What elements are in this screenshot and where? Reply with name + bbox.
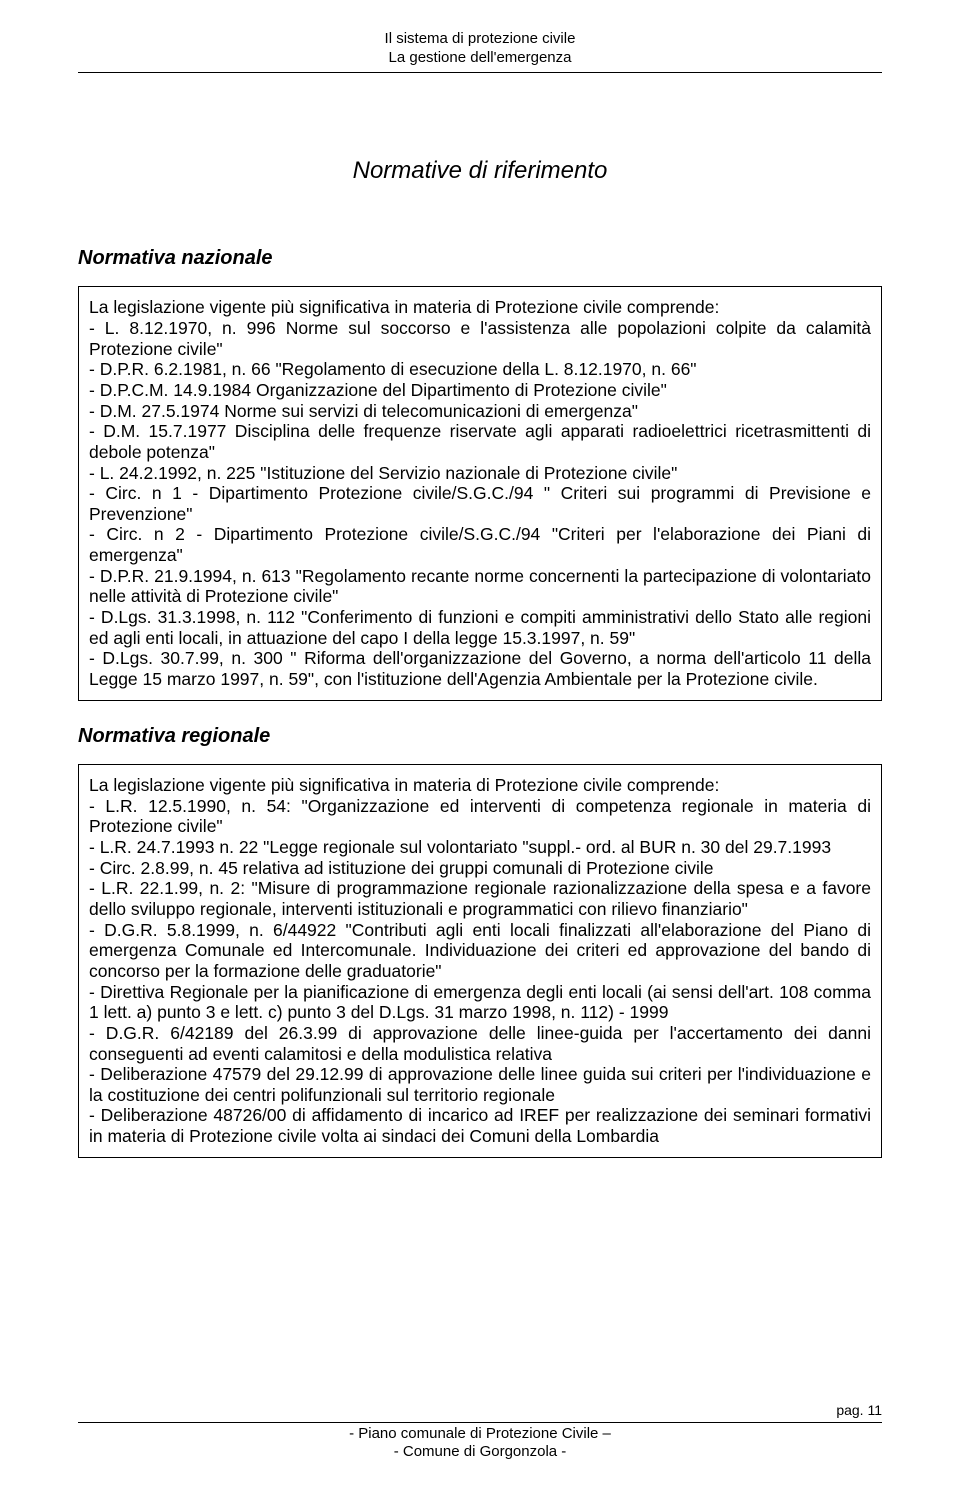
regional-item: - Deliberazione 47579 del 29.12.99 di ap… — [89, 1064, 871, 1105]
national-item: - D.M. 27.5.1974 Norme sui servizi di te… — [89, 401, 871, 422]
regional-intro: La legislazione vigente più significativ… — [89, 775, 871, 796]
page-footer: pag. 11 - Piano comunale di Protezione C… — [78, 1402, 882, 1462]
header-line-2: La gestione dell'emergenza — [78, 49, 882, 68]
national-item: - D.P.R. 21.9.1994, n. 613 "Regolamento … — [89, 566, 871, 607]
header-rule — [78, 72, 882, 73]
footer-rule — [78, 1422, 882, 1423]
footer-line-1: - Piano comunale di Protezione Civile – — [78, 1425, 882, 1444]
national-item: - Circ. n 2 - Dipartimento Protezione ci… — [89, 524, 871, 565]
header-line-1: Il sistema di protezione civile — [78, 30, 882, 49]
page-header: Il sistema di protezione civile La gesti… — [78, 30, 882, 68]
section-heading-national: Normativa nazionale — [78, 247, 882, 271]
regional-item: - Direttiva Regionale per la pianificazi… — [89, 982, 871, 1023]
national-law-box: La legislazione vigente più significativ… — [78, 286, 882, 700]
regional-item: - D.G.R. 6/42189 del 26.3.99 di approvaz… — [89, 1023, 871, 1064]
page-number: pag. 11 — [78, 1402, 882, 1419]
national-intro: La legislazione vigente più significativ… — [89, 297, 871, 318]
regional-item: - D.G.R. 5.8.1999, n. 6/44922 "Contribut… — [89, 920, 871, 982]
national-item: - D.P.R. 6.2.1981, n. 66 "Regolamento di… — [89, 359, 871, 380]
national-item: - D.Lgs. 31.3.1998, n. 112 "Conferimento… — [89, 607, 871, 648]
regional-item: - L.R. 22.1.99, n. 2: "Misure di program… — [89, 878, 871, 919]
national-item: - L. 8.12.1970, n. 996 Norme sul soccors… — [89, 318, 871, 359]
section-heading-regional: Normativa regionale — [78, 725, 882, 749]
national-item: - D.M. 15.7.1977 Disciplina delle freque… — [89, 421, 871, 462]
national-item: - L. 24.2.1992, n. 225 "Istituzione del … — [89, 463, 871, 484]
footer-line-2: - Comune di Gorgonzola - — [78, 1443, 882, 1462]
regional-item: - Circ. 2.8.99, n. 45 relativa ad istitu… — [89, 858, 871, 879]
regional-item: - L.R. 12.5.1990, n. 54: "Organizzazione… — [89, 796, 871, 837]
main-title: Normative di riferimento — [78, 157, 882, 185]
regional-item: - L.R. 24.7.1993 n. 22 "Legge regionale … — [89, 837, 871, 858]
national-item: - Circ. n 1 - Dipartimento Protezione ci… — [89, 483, 871, 524]
national-item: - D.Lgs. 30.7.99, n. 300 " Riforma dell'… — [89, 648, 871, 689]
regional-item: - Deliberazione 48726/00 di affidamento … — [89, 1105, 871, 1146]
regional-law-box: La legislazione vigente più significativ… — [78, 764, 882, 1158]
national-item: - D.P.C.M. 14.9.1984 Organizzazione del … — [89, 380, 871, 401]
